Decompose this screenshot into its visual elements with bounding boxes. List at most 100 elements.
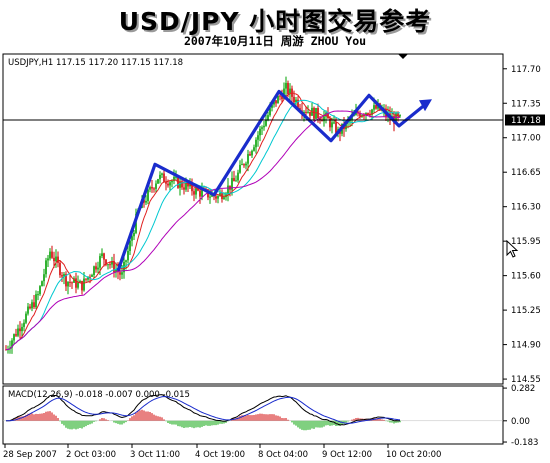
candle-body	[309, 111, 311, 116]
candle-body	[29, 306, 31, 309]
candle-body	[85, 278, 87, 280]
candle-body	[187, 183, 189, 187]
ma-slow-line	[5, 110, 401, 351]
macd-line	[5, 394, 401, 426]
wave-arrow-icon	[419, 99, 432, 112]
candle-body	[21, 326, 23, 332]
wave-zigzag-line	[116, 89, 430, 272]
y-tick-label: 116.30	[511, 203, 541, 213]
candle-body	[201, 189, 203, 197]
candle-body	[151, 187, 153, 189]
candle-body	[27, 306, 29, 314]
candle-body	[53, 257, 55, 262]
candle-body	[319, 117, 321, 121]
candle-body	[269, 107, 271, 116]
candle-body	[275, 100, 277, 104]
y-tick-label: 117.70	[511, 65, 541, 75]
candle-body	[107, 264, 109, 266]
shift-marker-icon	[398, 54, 408, 59]
candle-body	[17, 328, 19, 336]
y-tick-label: 115.60	[511, 272, 541, 282]
candle-body	[237, 172, 239, 181]
candle-body	[181, 181, 183, 188]
candle-body	[257, 135, 259, 140]
candle-body	[183, 187, 185, 190]
candle-body	[351, 116, 353, 121]
candle-body	[125, 260, 127, 262]
candle-body	[285, 82, 287, 89]
candle-body	[265, 119, 267, 126]
candle-body	[99, 256, 101, 268]
macd-info-label: MACD(12,26,9) -0.018 -0.007 0.000 -0.015	[8, 390, 190, 400]
candle-body	[323, 116, 325, 122]
macd-panel[interactable]	[2, 385, 504, 445]
candle-body	[305, 111, 307, 113]
candle-body	[145, 200, 147, 203]
x-tick-label: 2 Oct 03:00	[66, 450, 116, 460]
candle-body	[159, 174, 161, 180]
x-tick-label: 8 Oct 04:00	[258, 450, 308, 460]
candle-body	[45, 260, 47, 275]
candle-body	[263, 125, 265, 128]
candle-body	[109, 264, 111, 266]
candle-body	[155, 183, 157, 189]
macd-y-axis: 0.282 0.00 -0.183	[503, 384, 538, 448]
candle-body	[329, 118, 331, 128]
candle-body	[179, 181, 181, 188]
x-tick-label: 9 Oct 12:00	[322, 450, 372, 460]
candle-body	[399, 115, 401, 117]
candle-body	[95, 266, 97, 270]
candle-body	[111, 260, 113, 265]
candle-body	[277, 95, 279, 104]
candle-body	[247, 154, 249, 164]
candle-body	[175, 176, 177, 178]
candle-body	[127, 250, 129, 261]
time-x-axis: 28 Sep 2007 2 Oct 03:00 3 Oct 11:00 4 Oct 1…	[3, 444, 441, 460]
candle-body	[333, 122, 335, 124]
candle-body	[73, 278, 75, 283]
candle-body	[297, 99, 299, 109]
candle-body	[147, 189, 149, 201]
candle-body	[69, 281, 71, 283]
macd-signal-line	[5, 396, 401, 424]
candle-body	[349, 120, 351, 122]
candle-body	[369, 114, 371, 116]
candle-body	[25, 313, 27, 323]
candle-body	[215, 196, 217, 199]
candle-body	[47, 258, 49, 261]
macd-tick-label: 0.00	[511, 417, 530, 427]
macd-tick-label: -0.183	[511, 438, 538, 448]
candle-body	[103, 253, 105, 260]
candle-body	[395, 113, 397, 124]
candle-body	[267, 115, 269, 120]
candle-body	[281, 95, 283, 100]
candle-body	[235, 180, 237, 182]
candle-body	[173, 176, 175, 182]
candle-body	[397, 113, 399, 117]
y-tick-label: 116.65	[511, 168, 541, 178]
candle-body	[163, 173, 165, 183]
candle-body	[185, 183, 187, 190]
candle-body	[65, 274, 67, 287]
ma-mid-line	[5, 99, 401, 351]
candle-body	[219, 193, 221, 197]
candle-body	[367, 113, 369, 115]
candle-body	[97, 267, 99, 270]
candle-body	[157, 179, 159, 184]
candle-body	[209, 196, 211, 198]
candle-body	[67, 281, 69, 287]
candle-body	[161, 173, 163, 175]
current-price-label: 117.18	[511, 116, 541, 126]
candle-body	[293, 96, 295, 103]
candle-body	[245, 163, 247, 166]
wave-annotation	[116, 89, 432, 272]
candle-body	[193, 191, 195, 195]
mouse-cursor-icon	[506, 239, 519, 258]
candle-body	[61, 275, 63, 277]
candle-body	[39, 286, 41, 295]
candle-body	[19, 328, 21, 332]
candle-body	[31, 302, 33, 309]
candle-body	[199, 190, 201, 197]
candle-body	[373, 105, 375, 110]
